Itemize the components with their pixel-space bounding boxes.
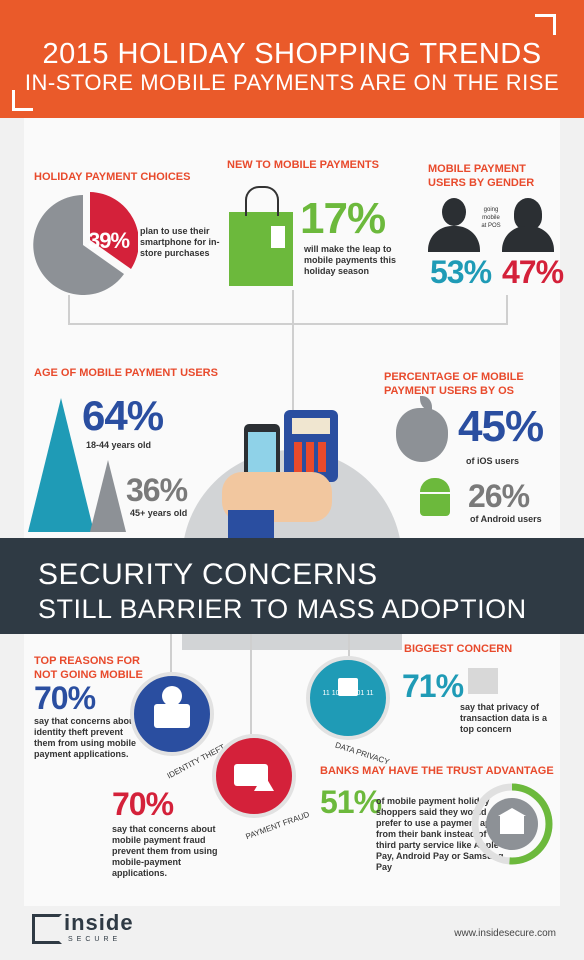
terminal-screen xyxy=(292,418,330,434)
banks-progress-arc xyxy=(471,783,553,865)
biggest-value: 71% xyxy=(402,668,464,704)
warning-icon xyxy=(254,774,274,791)
gender-heading: MOBILE PAYMENT USERS BY GENDER xyxy=(428,163,535,189)
age-heading: AGE OF MOBILE PAYMENT USERS xyxy=(34,367,218,379)
fraud-value: 70% xyxy=(112,786,174,822)
security-subtitle: STILL BARRIER TO MASS ADOPTION xyxy=(38,594,527,624)
security-title: SECURITY CONCERNS xyxy=(38,558,378,591)
android-value: 26% xyxy=(468,478,530,514)
corner-bracket-top-right xyxy=(535,14,556,35)
android-body xyxy=(420,494,450,516)
payment-fraud-ornament xyxy=(212,734,296,818)
banks-text: of mobile payment holiday shoppers said … xyxy=(376,796,504,872)
banks-heading: BANKS MAY HAVE THE TRUST ADVANTAGE xyxy=(320,765,554,777)
identity-text: say that concerns about identity theft p… xyxy=(34,716,138,759)
head xyxy=(442,198,466,226)
ios-value: 45% xyxy=(458,402,544,451)
bag-handle xyxy=(245,186,279,216)
android-icon xyxy=(416,478,454,520)
ios-label: of iOS users xyxy=(466,456,520,466)
new-to-mobile-text: will make the leap to mobile payments th… xyxy=(304,244,397,276)
pie-slice-smartphone xyxy=(90,192,138,269)
corner-bracket-bottom-left xyxy=(12,90,33,111)
logo-subtext: SECURE xyxy=(68,936,122,943)
male-icon xyxy=(428,198,480,252)
identity-theft-ornament xyxy=(130,672,214,756)
connector-line xyxy=(506,295,508,325)
holiday-payment-pie xyxy=(33,192,138,295)
connector-line xyxy=(292,290,294,420)
banks-progress-ring xyxy=(471,783,553,865)
holiday-payment-heading: HOLIDAY PAYMENT CHOICES xyxy=(34,171,191,183)
holiday-payment-value: 39% xyxy=(88,228,130,253)
padlock-icon xyxy=(338,678,358,696)
gender-note: going mobile at POS xyxy=(481,207,501,229)
reasons-heading: TOP REASONS FOR NOT GOING MOBILE xyxy=(34,655,143,681)
website-link[interactable]: www.insidesecure.com xyxy=(454,928,556,939)
gift-box-icon xyxy=(468,668,498,694)
age-label-2: 45+ years old xyxy=(130,508,188,518)
apple-icon xyxy=(396,396,448,462)
footer: inside SECURE www.insidesecure.com xyxy=(0,906,584,960)
header-banner: 2015 HOLIDAY SHOPPING TRENDS IN-STORE MO… xyxy=(0,0,584,118)
phone-payment-illustration xyxy=(182,410,402,650)
body xyxy=(502,226,554,252)
banks-value: 51% xyxy=(320,784,382,820)
age-value-2: 36% xyxy=(126,472,188,508)
robber-icon xyxy=(162,686,182,706)
apple-leaf xyxy=(420,396,432,410)
os-heading: PERCENTAGE OF MOBILE PAYMENT USERS BY OS xyxy=(384,371,524,397)
age-value-1: 64% xyxy=(82,392,164,439)
holiday-payment-text: plan to use their smartphone for in-stor… xyxy=(140,226,220,258)
body xyxy=(428,226,480,252)
new-to-mobile-value: 17% xyxy=(300,194,386,243)
triangle-18-44 xyxy=(28,398,94,532)
security-banner: SECURITY CONCERNS STILL BARRIER TO MASS … xyxy=(0,538,584,634)
pie-slice-other xyxy=(33,195,124,295)
data-privacy-ornament: 11 10 110001 11 xyxy=(306,656,390,740)
biggest-heading: BIGGEST CONCERN xyxy=(404,643,513,655)
phone-screen xyxy=(248,432,276,474)
ornament-string xyxy=(250,634,252,734)
female-value: 47% xyxy=(502,254,564,290)
bag-tag xyxy=(271,226,285,248)
page-subtitle: IN-STORE MOBILE PAYMENTS ARE ON THE RISE xyxy=(24,70,560,95)
male-value: 53% xyxy=(430,254,492,290)
page-title: 2015 HOLIDAY SHOPPING TRENDS xyxy=(42,38,542,70)
ornament-string xyxy=(170,634,172,674)
id-card-icon xyxy=(154,704,190,728)
age-label-1: 18-44 years old xyxy=(86,440,152,450)
new-to-mobile-heading: NEW TO MOBILE PAYMENTS xyxy=(227,159,379,171)
shopping-bag-icon xyxy=(229,186,293,286)
connector-line xyxy=(68,295,70,325)
terminal-keypad xyxy=(294,442,328,472)
inside-secure-logo-icon xyxy=(32,914,62,944)
head xyxy=(514,198,542,230)
triangle-45-plus xyxy=(90,460,126,532)
identity-value: 70% xyxy=(34,680,96,716)
female-icon xyxy=(502,198,554,252)
logo-text: inside xyxy=(64,910,134,935)
biggest-text: say that privacy of transaction data is … xyxy=(460,702,548,734)
android-label: of Android users xyxy=(470,514,542,524)
age-triangles xyxy=(28,398,126,532)
card-terminal-icon xyxy=(284,410,338,482)
sleeve xyxy=(228,510,274,538)
connector-line xyxy=(68,323,508,325)
android-head xyxy=(420,478,450,492)
ornament-string xyxy=(348,634,350,658)
fraud-text: say that concerns about mobile payment f… xyxy=(112,824,218,878)
